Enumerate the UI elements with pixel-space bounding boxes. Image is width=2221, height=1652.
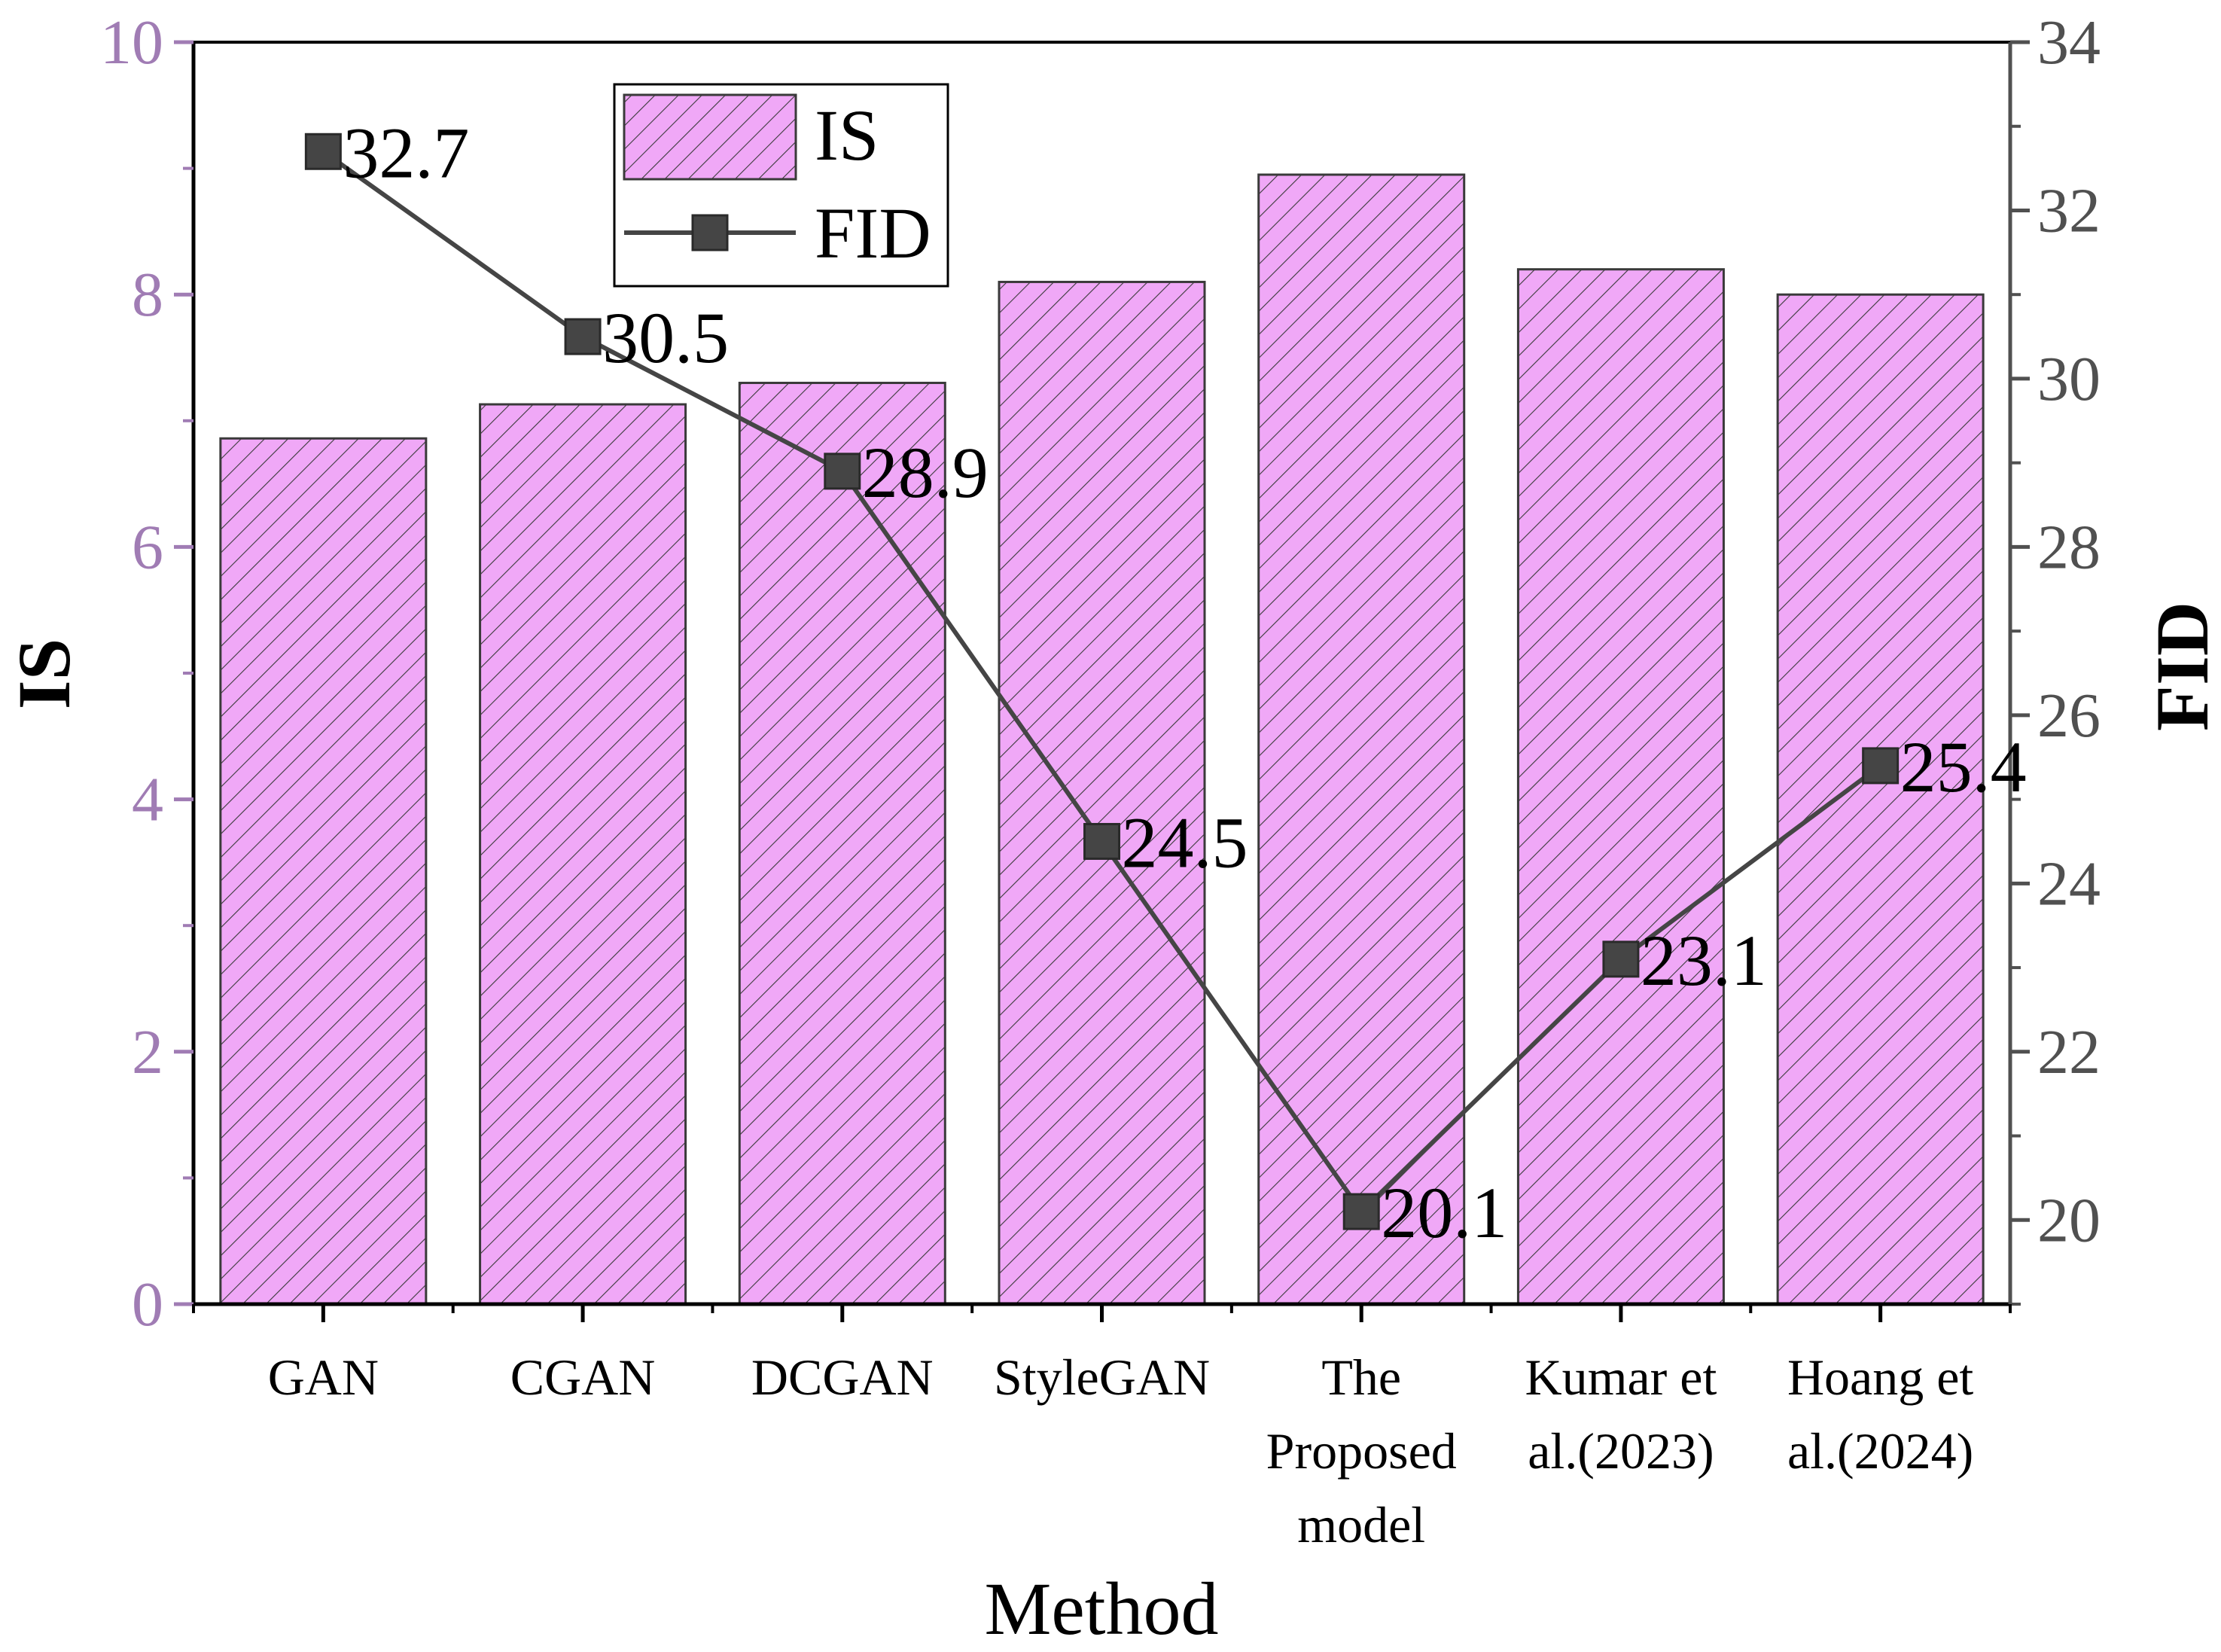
x-tick-label-line: model [1297,1496,1425,1553]
legend-label-fid: FID [815,193,931,273]
x-tick-label-line: al.(2024) [1787,1422,1973,1480]
left-tick-label: 2 [132,1017,163,1087]
x-tick-label-0: GAN [268,1349,379,1406]
fid-marker-1 [564,318,602,355]
fid-data-label-3: 24.5 [1122,802,1248,882]
bar-is-6 [1776,293,1985,1306]
x-tick-label-1: CGAN [510,1349,656,1406]
bar-is-0 [219,437,428,1306]
fid-data-label-2: 28.9 [862,432,989,513]
right-tick-label: 28 [2037,512,2101,582]
bar-is-2 [738,382,946,1306]
fid-data-label-4: 20.1 [1381,1172,1507,1253]
x-tick-label-line: The [1321,1349,1401,1406]
right-tick-label: 22 [2037,1017,2101,1087]
right-tick-label: 26 [2037,681,2101,751]
x-tick-label-6: Hoang et al.(2024) [1787,1349,1973,1480]
bar-is-5 [1516,268,1725,1306]
fid-data-label-1: 30.5 [602,297,729,378]
fid-data-label-0: 32.7 [343,112,469,193]
right-tick-label: 20 [2037,1185,2101,1255]
right-tick-label: 30 [2037,344,2101,414]
x-axis-title: Method [984,1567,1218,1650]
x-tick-label-2: DCGAN [751,1349,934,1406]
legend-label-is: IS [815,95,879,175]
x-tick-label-line: Hoang et [1787,1349,1973,1406]
x-tick-label-line: al.(2023) [1528,1422,1714,1480]
fid-data-label-5: 23.1 [1641,920,1767,1001]
x-tick-label-5: Kumar et al.(2023) [1525,1349,1717,1480]
x-tick-label-line: GAN [268,1349,379,1406]
fid-marker-3 [1083,822,1120,860]
fid-marker-4 [1342,1193,1380,1230]
right-axis-title: FID [2140,602,2221,731]
x-tick-label-4: The Proposed model [1266,1349,1457,1553]
left-axis-title: IS [2,639,86,710]
x-tick-label-3: StyleGAN [994,1349,1210,1406]
fid-marker-2 [824,453,861,490]
x-tick-label-line: DCGAN [751,1349,934,1406]
fid-marker-6 [1862,747,1900,785]
right-tick-label: 32 [2037,175,2101,245]
bar-is-4 [1257,173,1466,1306]
bar-is-1 [479,403,687,1306]
fid-marker-5 [1602,940,1640,978]
x-tick-label-line: StyleGAN [994,1349,1210,1406]
left-tick-label: 0 [132,1269,163,1340]
x-tick-label-line: Proposed [1266,1422,1457,1480]
fid-marker-0 [304,133,342,170]
bar-is-3 [998,280,1206,1306]
fid-data-label-6: 25.4 [1900,727,2027,807]
x-tick-label-line: CGAN [510,1349,656,1406]
right-tick-label: 34 [2037,8,2101,78]
right-tick-label: 24 [2037,849,2101,919]
left-tick-label: 4 [132,765,163,835]
left-tick-label: 10 [100,8,163,78]
legend-swatch-fid-marker [691,214,729,251]
left-tick-label: 6 [132,512,163,582]
x-tick-label-line: Kumar et [1525,1349,1717,1406]
legend-swatch-is [623,93,797,181]
left-tick-label: 8 [132,260,163,330]
